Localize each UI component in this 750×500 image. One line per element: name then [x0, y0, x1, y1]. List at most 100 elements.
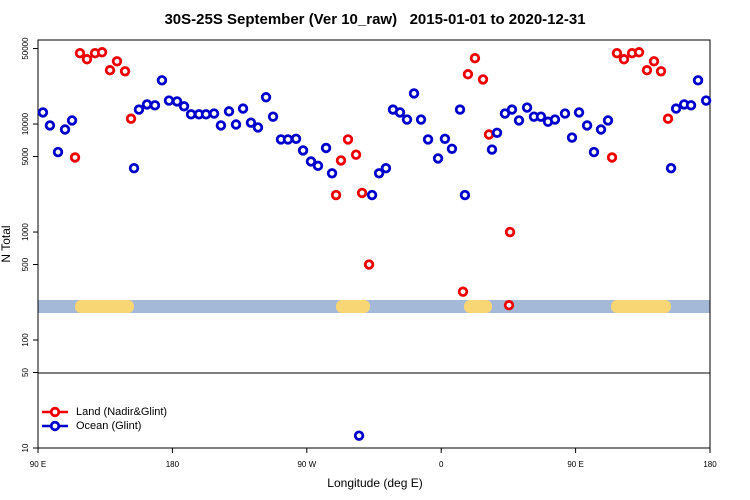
data-point [282, 134, 294, 145]
y-tick-label: 10 [21, 443, 30, 452]
data-point [641, 65, 653, 76]
data-point [260, 92, 272, 103]
data-point [290, 133, 302, 144]
x-tick-label: 180 [703, 460, 717, 469]
data-point [52, 146, 64, 158]
land-mask-strip [38, 300, 710, 313]
data-point [215, 120, 227, 131]
data-point [432, 153, 444, 164]
data-point [245, 117, 257, 128]
data-point [74, 47, 86, 59]
data-point [133, 104, 145, 115]
data-point [69, 152, 81, 163]
legend-marker [49, 420, 61, 432]
data-point [119, 66, 131, 77]
data-point [96, 47, 108, 58]
data-point [513, 115, 525, 126]
data-point [439, 133, 451, 144]
data-point [223, 106, 235, 117]
data-point [312, 160, 324, 172]
data-point [163, 95, 175, 106]
data-point [477, 74, 489, 85]
data-point [606, 152, 618, 163]
data-point [491, 127, 503, 138]
data-point [415, 114, 427, 125]
data-point [521, 102, 533, 113]
y-tick-label: 100 [21, 333, 30, 347]
y-tick-label: 50000 [21, 37, 30, 60]
data-point [506, 104, 518, 115]
data-point [350, 149, 362, 160]
y-tick-label: 10000 [21, 112, 30, 135]
data-point [66, 115, 78, 126]
y-tick-label: 5000 [21, 147, 30, 165]
x-axis-label: Longitude (deg E) [327, 476, 422, 490]
data-point [457, 286, 469, 297]
y-tick-label: 1000 [21, 223, 30, 241]
data-point [104, 65, 116, 76]
data-point [655, 66, 667, 77]
data-point [401, 114, 413, 125]
data-point [559, 108, 571, 119]
data-point [662, 113, 674, 124]
data-point [44, 120, 56, 131]
data-point [59, 124, 71, 135]
data-point [37, 107, 49, 118]
data-point [342, 134, 354, 145]
data-point [363, 259, 375, 270]
x-tick-label: 0 [439, 460, 444, 469]
data-point [670, 103, 682, 114]
plot-frame [37, 39, 711, 449]
data-point [356, 187, 368, 199]
data-point [486, 144, 498, 155]
data-point [326, 168, 338, 179]
data-point [394, 107, 406, 118]
data-point [573, 107, 585, 118]
data-point [408, 88, 420, 99]
data-point [446, 143, 458, 154]
data-point [237, 103, 249, 114]
data-point [200, 109, 212, 120]
data-point [611, 47, 623, 59]
data-point [149, 100, 161, 111]
data-point [128, 162, 140, 174]
y-axis-label: N Total [0, 225, 13, 262]
data-point [685, 100, 697, 111]
data-point [483, 129, 495, 140]
data-point [503, 300, 515, 311]
y-tick-label: 50 [21, 368, 30, 377]
data-point [633, 47, 645, 58]
x-tick-label: 90 E [567, 460, 583, 469]
data-point [692, 75, 704, 86]
data-point [305, 156, 317, 167]
data-point [178, 101, 190, 112]
data-point [504, 226, 516, 238]
data-point [549, 114, 561, 125]
data-point [648, 56, 660, 67]
data-point [141, 99, 153, 110]
data-point [422, 134, 434, 145]
data-point [618, 54, 630, 65]
data-point [267, 111, 279, 122]
data-point [125, 113, 137, 124]
data-point [185, 109, 197, 120]
legend-label: Ocean (Glint) [76, 420, 141, 432]
data-point [81, 54, 93, 65]
legend-label: Land (Nadir&Glint) [76, 406, 167, 418]
legend-marker [49, 406, 61, 418]
data-point [588, 146, 600, 158]
data-point [462, 69, 474, 80]
data-point [373, 168, 385, 179]
data-point [156, 75, 168, 86]
chart-title: 30S-25S September (Ver 10_raw) 2015-01-0… [164, 11, 585, 28]
x-tick-label: 90 W [297, 460, 316, 469]
data-point [353, 430, 365, 441]
data-point [230, 119, 242, 130]
data-point [320, 142, 332, 154]
data-point [335, 155, 347, 166]
data-point [366, 189, 378, 201]
data-point [535, 111, 547, 122]
data-point [252, 122, 264, 133]
data-point [454, 104, 466, 115]
